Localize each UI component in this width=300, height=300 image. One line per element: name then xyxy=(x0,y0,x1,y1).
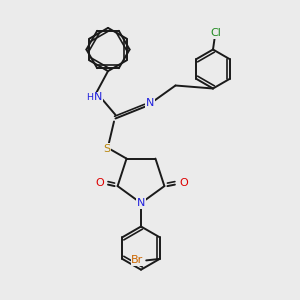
Text: N: N xyxy=(137,198,145,208)
Text: S: S xyxy=(103,143,110,154)
Text: N: N xyxy=(94,92,103,103)
Text: N: N xyxy=(146,98,154,109)
Text: O: O xyxy=(179,178,188,188)
Text: O: O xyxy=(95,178,104,188)
Text: H: H xyxy=(86,93,94,102)
Text: Cl: Cl xyxy=(210,28,221,38)
Text: Br: Br xyxy=(131,255,143,266)
